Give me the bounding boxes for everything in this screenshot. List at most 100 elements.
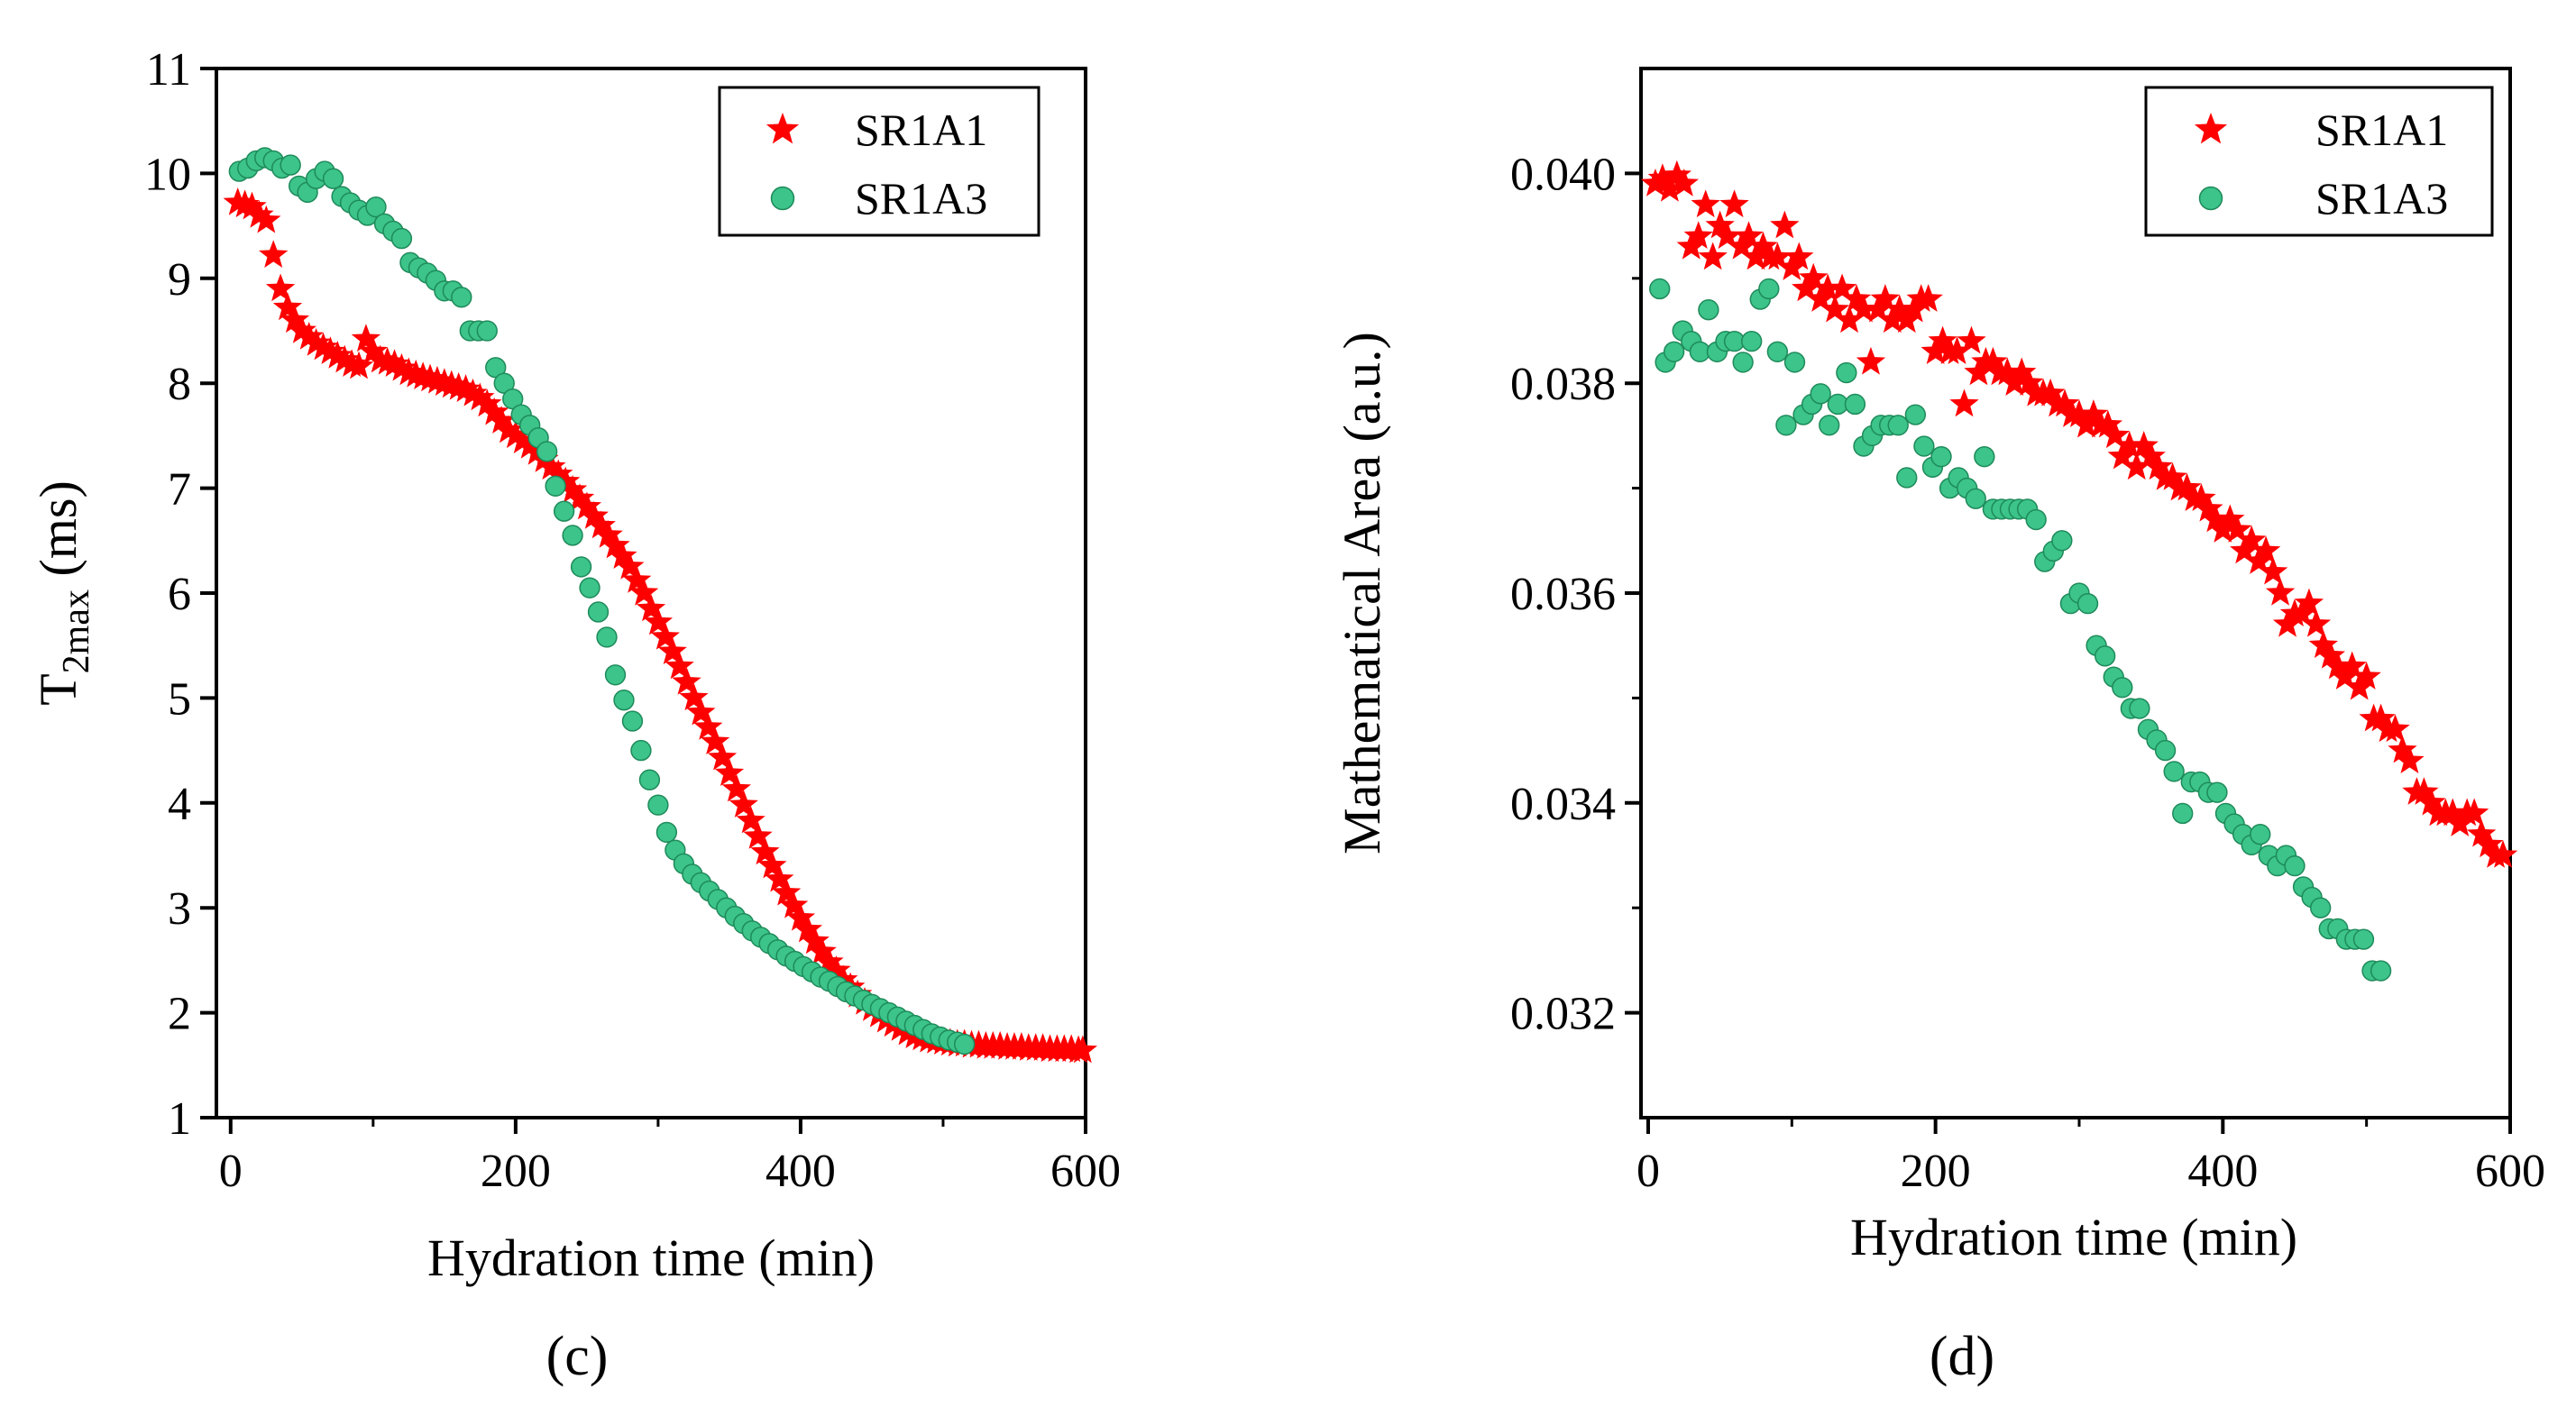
panel-d-sr1a3-point [1810,383,1831,405]
panel-c-y-label-sub: 2max [56,589,97,673]
panel-d-sr1a1-point [1712,221,1742,249]
panel-d-ticks: 0 200 400 600 0.032 0.034 0.036 0.038 0.040 [1510,149,2545,1197]
panel-c-sr1a1-point [628,578,659,606]
panel-c-sr1a3-point [365,196,387,218]
panel-d-sr1a3-point [2206,781,2228,803]
panel-d-y-axis-label: Mathematical Area (a.u.) [1333,332,1391,854]
panel-d-sr1a3-point [2154,739,2177,762]
panel-c-y-tick-label: 7 [168,464,191,516]
panel-d-sr1a3-point [2352,928,2375,950]
panel-c-sr1a1-point [351,324,381,352]
panel-d-sr1a3-point [1698,299,1719,321]
panel-d-sr1a1-point [2473,829,2504,858]
panel-d-sr1a3-point [2129,698,2150,719]
panel-d-sr1a3-point [1819,415,1840,436]
panel-c-sr1a3-point [647,794,669,816]
panel-c-x-tick-label: 400 [765,1146,836,1197]
panel-d-x-tick-label: 400 [2187,1146,2258,1197]
panel-c-legend-box [718,86,1040,237]
panel-d-sr1a1-point [1834,305,1865,333]
panel-d-sr1a3-point [2112,677,2133,699]
panel-c-series-sr1a3 [228,147,976,1055]
panel-d-sr1a3-point [1758,278,1780,300]
panel-d-sr1a1-point [2301,608,2332,637]
panel-c-caption: (c) [546,1326,609,1387]
panel-d-sr1a1-point [1812,273,1843,302]
panel-c-sr1a1-point [564,483,595,511]
panel-c-legend-symbol-sr1a3 [770,186,795,211]
panel-c-sr1a1-point [721,773,751,802]
panel-c-ticks: 0 200 400 600 1 2 3 4 5 6 7 8 9 10 11 [144,44,1121,1197]
panel-d-sr1a3-point [2076,592,2099,615]
panel-d-sr1a1-point [1949,388,1979,417]
panel-d-sr1a1-point [2315,640,2345,669]
panel-d-sr1a3-point [1732,352,1754,373]
panel-c-sr1a3-point [451,287,472,308]
panel-c-sr1a1-point [593,519,623,548]
panel-c-sr1a3-point [322,168,344,189]
panel-c-legend-symbol-sr1a1 [765,113,800,144]
panel-c-sr1a3-point [570,556,592,578]
panel-d-sr1a1-point [1942,336,1972,365]
panel-d-sr1a3-point [2250,824,2271,845]
panel-c-sr1a1-point [344,351,374,379]
panel-d-sr1a1-point [1913,284,1943,312]
panel-d-sr1a1-point [2409,777,2439,805]
panel-c-sr1a1-point [536,452,566,480]
panel-c-sr1a1-point [493,415,524,443]
panel-d-sr1a3-point [1775,415,1797,436]
panel-c-sr1a1-point [757,850,787,879]
panel-d-sr1a3-point [1930,446,1952,468]
panel-d-sr1a3-point [2025,508,2047,531]
panel-d-caption: (d) [1930,1326,1994,1387]
panel-d-sr1a1-point [2380,714,2410,743]
panel-d-sr1a3-point [1844,393,1866,416]
panel-d-sr1a3-point [1783,352,1806,373]
panel-c-sr1a1-point [600,530,630,559]
panel-c-sr1a1-point [579,501,609,529]
panel-c-sr1a1-point [287,315,316,343]
panel-d-sr1a3-point [1965,488,1986,509]
panel-c-y-label-unit: (ms) [29,480,87,589]
panel-d-sr1a3-point [1663,341,1685,362]
panel-c-sr1a1-point [700,726,730,755]
panel-d-series-sr1a3 [1649,278,2392,982]
panel-d-sr1a3-point [2310,897,2332,918]
panel-c-sr1a1-point [380,349,409,377]
panel-c-sr1a3-point [280,154,301,176]
panel-c-sr1a1-point [807,936,837,964]
panel-c-sr1a1-point [472,388,502,417]
panel-d-sr1a1-point [2049,388,2080,417]
panel-d-sr1a1-point [2014,368,2044,396]
panel-c-sr1a1-point [785,902,816,931]
panel-d-sr1a1-point [2129,431,2159,459]
panel-c-sr1a1-point [636,593,666,622]
panel-d-sr1a1-point [2323,651,2352,680]
panel-c-sr1a1-point [480,397,509,425]
panel-c-sr1a1-point [736,805,765,834]
panel-c-y-tick-label: 11 [146,44,191,96]
panel-c-y-tick-label: 9 [168,254,191,306]
panel-c-x-tick-label: 600 [1050,1146,1121,1197]
panel-c-sr1a3-point [536,441,558,462]
panel-d-sr1a1-point [2100,420,2130,449]
panel-c-y-tick-label: 6 [168,569,191,620]
panel-d-sr1a1-point [1993,357,2022,386]
panel-d-y-tick-label: 0.034 [1510,779,1616,830]
panel-c-sr1a1-point [1068,1035,1098,1064]
panel-c-sr1a1-point [750,836,780,865]
panel-c-x-axis-label: Hydration time (min) [427,1229,875,1287]
panel-c-y-tick-label: 2 [168,989,191,1040]
panel-c-sr1a1-point [252,205,281,233]
panel-d-sr1a1-point [2136,441,2166,470]
panel-c-sr1a1-point [771,877,802,906]
panel-c-sr1a3-point [476,320,498,342]
panel-c-sr1a1-point [294,321,324,350]
panel-c-x-tick-label: 0 [219,1146,243,1197]
panel-c-sr1a1-point [821,955,851,983]
panel-d-sr1a3-point [1904,404,1927,425]
panel-d-sr1a1-point [2294,588,2324,617]
panel-d-sr1a1-point [2186,483,2216,511]
panel-c-sr1a1-point [237,191,267,220]
panel-c-sr1a1-point [643,607,674,635]
